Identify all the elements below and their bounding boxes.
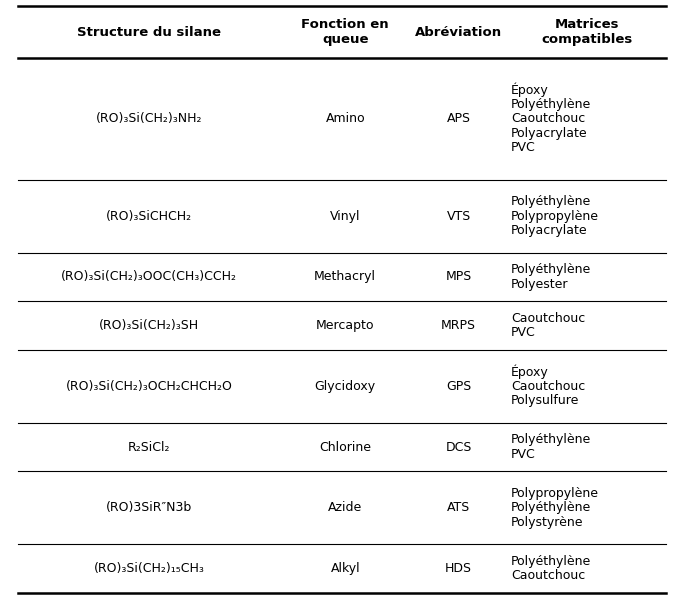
Text: APS: APS bbox=[447, 112, 471, 125]
Text: Caoutchouc: Caoutchouc bbox=[511, 570, 586, 583]
Text: Fonction en
queue: Fonction en queue bbox=[302, 18, 389, 46]
Text: Polyéthylène: Polyéthylène bbox=[511, 98, 592, 111]
Text: Mercapto: Mercapto bbox=[316, 319, 375, 332]
Text: HDS: HDS bbox=[445, 562, 472, 575]
Text: (RO)₃SiCHCH₂: (RO)₃SiCHCH₂ bbox=[106, 210, 192, 223]
Text: DCS: DCS bbox=[445, 441, 472, 454]
Text: Polyéthylène: Polyéthylène bbox=[511, 195, 592, 208]
Text: Époxy: Époxy bbox=[511, 82, 549, 97]
Text: Polyéthylène: Polyéthylène bbox=[511, 263, 592, 276]
Text: Polyéthylène: Polyéthylène bbox=[511, 433, 592, 447]
Text: Abréviation: Abréviation bbox=[415, 26, 502, 38]
Text: Polystyrène: Polystyrène bbox=[511, 516, 583, 529]
Text: MRPS: MRPS bbox=[441, 319, 476, 332]
Text: Caoutchouc: Caoutchouc bbox=[511, 112, 586, 125]
Text: Azide: Azide bbox=[328, 501, 363, 515]
Text: GPS: GPS bbox=[446, 380, 471, 393]
Text: PVC: PVC bbox=[511, 326, 536, 339]
Text: Vinyl: Vinyl bbox=[330, 210, 360, 223]
Text: Alkyl: Alkyl bbox=[330, 562, 360, 575]
Text: Polyéthylène: Polyéthylène bbox=[511, 501, 592, 515]
Text: Polyéthylène: Polyéthylène bbox=[511, 555, 592, 568]
Text: Polysulfure: Polysulfure bbox=[511, 394, 579, 407]
Text: Chlorine: Chlorine bbox=[319, 441, 371, 454]
Text: PVC: PVC bbox=[511, 141, 536, 154]
Text: R₂SiCl₂: R₂SiCl₂ bbox=[128, 441, 170, 454]
Text: (RO)₃Si(CH₂)₁₅CH₃: (RO)₃Si(CH₂)₁₅CH₃ bbox=[94, 562, 205, 575]
Text: (RO)₃Si(CH₂)₃NH₂: (RO)₃Si(CH₂)₃NH₂ bbox=[96, 112, 202, 125]
Text: Polypropylène: Polypropylène bbox=[511, 487, 599, 500]
Text: Polyacrylate: Polyacrylate bbox=[511, 224, 588, 237]
Text: Caoutchouc: Caoutchouc bbox=[511, 380, 586, 393]
Text: PVC: PVC bbox=[511, 448, 536, 461]
Text: VTS: VTS bbox=[447, 210, 471, 223]
Text: (RO)₃Si(CH₂)₃OCH₂CHCH₂O: (RO)₃Si(CH₂)₃OCH₂CHCH₂O bbox=[66, 380, 233, 393]
Text: Époxy: Époxy bbox=[511, 365, 549, 379]
Text: ATS: ATS bbox=[447, 501, 471, 515]
Text: Polyacrylate: Polyacrylate bbox=[511, 127, 588, 140]
Text: (RO)3SiR″N3b: (RO)3SiR″N3b bbox=[106, 501, 192, 515]
Text: Glycidoxy: Glycidoxy bbox=[315, 380, 376, 393]
Text: MPS: MPS bbox=[445, 270, 472, 284]
Text: Matrices
compatibles: Matrices compatibles bbox=[541, 18, 632, 46]
Text: Structure du silane: Structure du silane bbox=[77, 26, 221, 38]
Text: Caoutchouc: Caoutchouc bbox=[511, 312, 586, 325]
Text: Polyester: Polyester bbox=[511, 278, 568, 291]
Text: Methacryl: Methacryl bbox=[314, 270, 376, 284]
Text: Polypropylène: Polypropylène bbox=[511, 210, 599, 223]
Text: Amino: Amino bbox=[326, 112, 365, 125]
Text: (RO)₃Si(CH₂)₃SH: (RO)₃Si(CH₂)₃SH bbox=[99, 319, 199, 332]
Text: (RO)₃Si(CH₂)₃OOC(CH₃)CCH₂: (RO)₃Si(CH₂)₃OOC(CH₃)CCH₂ bbox=[62, 270, 237, 284]
